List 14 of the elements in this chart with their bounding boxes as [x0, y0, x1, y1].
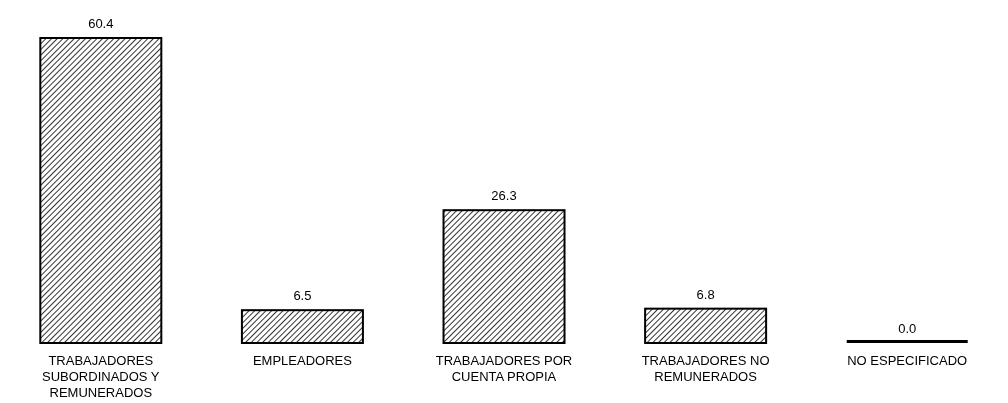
data-label: 60.4: [88, 16, 114, 31]
data-label: 6.5: [293, 288, 312, 304]
bar: [39, 37, 163, 344]
bar: [240, 309, 364, 344]
bar: [644, 307, 768, 344]
x-tick-label: TRABAJADORES POR CUENTA PROPIA: [435, 353, 573, 384]
x-tick-label: TRABAJADORES SUBORDINADOS Y REMUNERADOS: [42, 353, 160, 400]
bar: [442, 209, 566, 344]
x-tick-label: NO ESPECIFICADO: [847, 353, 968, 368]
data-label: 26.3: [491, 188, 517, 204]
data-label: 6.8: [696, 286, 715, 302]
data-label: 0.0: [898, 321, 917, 336]
x-tick-label: TRABAJADORES NO REMUNERADOS: [641, 353, 770, 384]
x-tick-label: EMPLEADORES: [252, 353, 353, 368]
